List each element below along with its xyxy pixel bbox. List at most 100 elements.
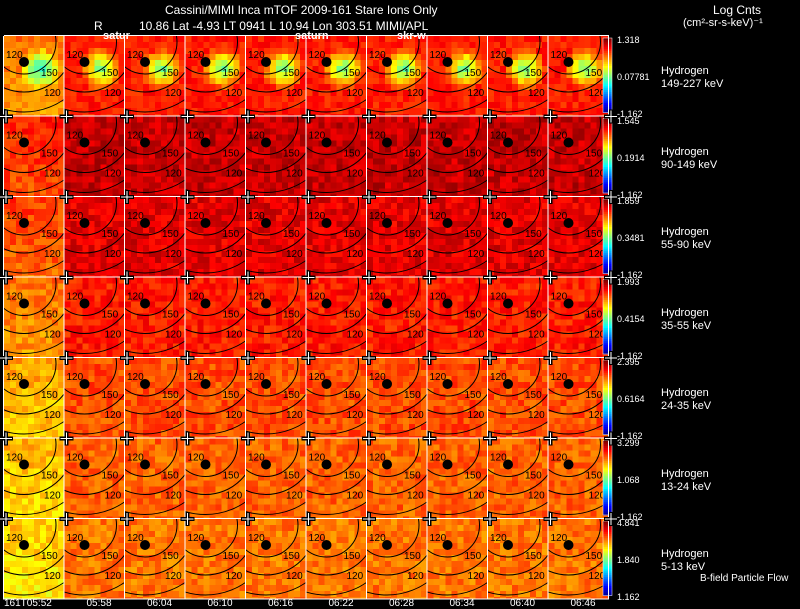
contour-label: 120	[309, 533, 326, 544]
contour-label: 150	[223, 149, 240, 160]
contour-label: 120	[44, 491, 61, 502]
contour-label: 120	[407, 249, 424, 260]
crosshair-marker	[120, 512, 134, 526]
contour-label: 150	[102, 149, 119, 160]
contour-label: 150	[344, 310, 361, 321]
planet-marker	[321, 540, 332, 550]
heatmap-cell: 120 150 120	[367, 36, 427, 116]
contour-label: 150	[586, 471, 603, 482]
contour-label: 120	[347, 249, 364, 260]
heatmap-cell: 120 150 120	[4, 277, 64, 357]
planet-marker	[140, 57, 150, 67]
contour-label: 120	[407, 571, 424, 582]
crosshair-marker	[120, 431, 134, 446]
contour-label: 150	[525, 551, 542, 562]
contour-label: 120	[67, 131, 84, 142]
contour-label: 120	[248, 372, 265, 383]
planet-marker	[382, 218, 392, 228]
heatmap-cell: 120 150 120	[306, 36, 366, 116]
contour-label: 120	[44, 88, 61, 99]
contour-label: 150	[404, 149, 421, 160]
crosshair-marker	[59, 109, 74, 124]
contour-label: 120	[551, 533, 568, 544]
contour-label: 150	[465, 551, 482, 562]
heatmap-cell: 120 150 120	[488, 36, 548, 116]
heatmap-cell: 120 150 120	[548, 116, 608, 196]
heatmap-cell: 120 150 120	[488, 519, 548, 599]
colorbar-max-label: 1.318	[617, 35, 640, 45]
contour-label: 120	[67, 372, 84, 383]
crosshair-marker	[543, 190, 558, 204]
contour-label: 120	[67, 211, 84, 222]
heatmap-cell: 120 150 120	[64, 277, 124, 357]
planet-marker	[19, 540, 29, 550]
contour-label: 120	[528, 410, 545, 421]
planet-marker	[140, 540, 150, 550]
heatmap-cell: 120 150 120	[306, 197, 366, 277]
planet-marker	[563, 540, 574, 550]
contour-label: 120	[67, 50, 84, 61]
colorbar	[602, 520, 613, 596]
planet-marker	[563, 137, 574, 148]
contour-label: 120	[528, 491, 545, 502]
footer-label: B-field Particle Flow	[700, 573, 789, 584]
crosshair-marker	[362, 512, 376, 526]
contour-label: 120	[226, 249, 243, 260]
contour-label: 120	[551, 292, 568, 303]
band-species: Hydrogen	[661, 306, 709, 319]
crosshair-marker	[604, 351, 618, 365]
heatmap-cell: 120 150 120	[185, 36, 245, 116]
contour-label: 150	[586, 229, 603, 240]
heatmap-cell: 120 150 120	[488, 277, 548, 357]
contour-label: 150	[283, 310, 300, 321]
colorbar	[602, 37, 613, 113]
contour-label: 120	[248, 211, 265, 222]
crosshair-marker	[543, 512, 558, 526]
contour-label: 120	[589, 571, 606, 582]
planet-marker	[321, 379, 332, 389]
contour-label: 120	[589, 330, 606, 341]
contour-label: 150	[162, 471, 179, 482]
planet-marker	[563, 57, 574, 67]
crosshair-marker	[422, 190, 437, 204]
crosshair-marker	[301, 512, 316, 526]
heatmap-cell: 120 150 120	[306, 116, 366, 196]
contour-label: 120	[188, 292, 205, 303]
time-tick-label: 06:28	[389, 598, 415, 609]
heatmap-cell: 120 150 120	[367, 277, 427, 357]
radius-label: R	[94, 19, 103, 33]
colorbar-min-label: -1.162	[617, 431, 643, 441]
planet-marker	[79, 540, 90, 550]
band-species: Hydrogen	[661, 387, 709, 399]
heatmap-cell: 120 150 120	[64, 358, 124, 438]
contour-label: 120	[369, 211, 386, 222]
contour-label: 150	[283, 471, 300, 482]
contour-label: 120	[6, 131, 23, 142]
contour-label: 150	[223, 68, 240, 79]
contour-label: 120	[309, 453, 326, 464]
contour-label: 120	[551, 211, 568, 222]
heatmap-cell: 120 150 120	[367, 116, 427, 196]
colorbar-max-label: 1.545	[617, 115, 640, 126]
contour-label: 150	[586, 149, 603, 160]
contour-label: 120	[551, 50, 568, 61]
contour-label: 150	[465, 149, 482, 160]
contour-label: 120	[407, 491, 424, 502]
planet-marker	[261, 218, 271, 228]
heatmap-cell: 120 150 120	[427, 438, 487, 518]
contour-label: 120	[490, 453, 507, 464]
band-energy: 90-149 keV	[661, 158, 718, 171]
planet-marker	[261, 379, 271, 389]
crosshair-marker	[180, 431, 195, 446]
crosshair-marker	[180, 190, 195, 204]
planet-marker	[79, 218, 90, 228]
crosshair-marker	[362, 431, 376, 446]
contour-label: 120	[165, 571, 182, 582]
contour-label: 150	[525, 229, 542, 240]
contour-label: 120	[309, 292, 326, 303]
contour-label: 120	[309, 131, 326, 142]
planet-marker	[79, 459, 90, 470]
crosshair-marker	[180, 109, 195, 124]
heatmap-cell: 120 150 120	[427, 116, 487, 196]
contour-label: 120	[589, 169, 606, 180]
